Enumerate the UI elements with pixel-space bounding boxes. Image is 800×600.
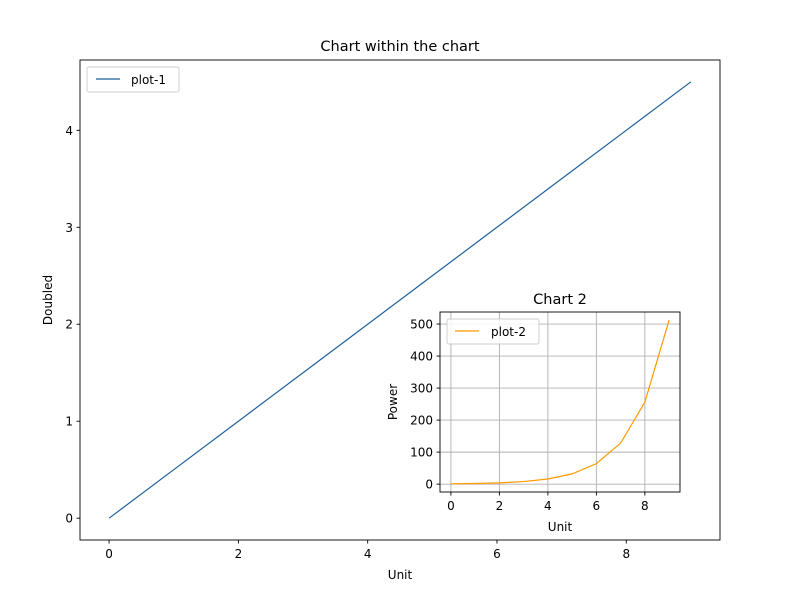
inset-plot-frame bbox=[439, 311, 681, 493]
inset-x-axis-label: Unit bbox=[548, 520, 573, 534]
main-x-tick-label: 4 bbox=[364, 547, 372, 561]
main-x-tick-label: 6 bbox=[493, 547, 501, 561]
inset-y-tick-label: 500 bbox=[410, 318, 433, 332]
inset-x-tick-label: 6 bbox=[593, 499, 601, 513]
inset-x-ticks: 0 2 4 6 8 bbox=[447, 492, 649, 513]
inset-y-axis-label: Power bbox=[386, 384, 400, 420]
inset-x-tick-label: 0 bbox=[447, 499, 455, 513]
inset-legend: plot-2 bbox=[446, 318, 540, 345]
inset-chart-title: Chart 2 bbox=[533, 292, 587, 308]
main-y-axis-label: Doubled bbox=[41, 275, 55, 325]
main-chart-title: Chart within the chart bbox=[320, 39, 479, 55]
main-x-tick-label: 0 bbox=[105, 547, 113, 561]
plot-1-legend-label: plot-1 bbox=[131, 73, 166, 87]
inset-x-tick-label: 8 bbox=[641, 499, 649, 513]
main-x-tick-label: 8 bbox=[622, 547, 630, 561]
inset-y-tick-label: 400 bbox=[410, 350, 433, 364]
main-legend: plot-1 bbox=[86, 66, 180, 93]
inset-y-ticks: 0 100 200 300 400 500 bbox=[410, 318, 440, 492]
main-x-tick-label: 2 bbox=[235, 547, 243, 561]
main-y-tick-label: 1 bbox=[65, 415, 73, 429]
inset-chart: Chart 2 0 2 4 6 8 0 100 200 300 400 500 Unit Powe… bbox=[386, 292, 681, 534]
main-legend-box bbox=[86, 66, 180, 93]
inset-y-tick-label: 0 bbox=[425, 478, 433, 492]
inset-y-tick-label: 100 bbox=[410, 446, 433, 460]
main-y-tick-label: 0 bbox=[65, 512, 73, 526]
main-y-tick-label: 4 bbox=[65, 124, 73, 138]
inset-x-tick-label: 2 bbox=[496, 499, 504, 513]
inset-y-tick-label: 200 bbox=[410, 414, 433, 428]
inset-y-tick-label: 300 bbox=[410, 382, 433, 396]
plot-1-line bbox=[108, 81, 692, 519]
plot-2-line bbox=[450, 320, 670, 485]
main-y-ticks: 0 1 2 3 4 bbox=[65, 124, 80, 526]
inset-x-tick-label: 4 bbox=[544, 499, 552, 513]
plot-2-legend-label: plot-2 bbox=[491, 325, 526, 339]
inset-legend-box bbox=[446, 318, 540, 345]
main-y-tick-label: 3 bbox=[65, 221, 73, 235]
main-plot-frame bbox=[79, 59, 721, 541]
main-x-ticks: 0 2 4 6 8 bbox=[105, 540, 630, 561]
main-x-axis-label: Unit bbox=[388, 568, 413, 582]
main-y-tick-label: 2 bbox=[65, 318, 73, 332]
